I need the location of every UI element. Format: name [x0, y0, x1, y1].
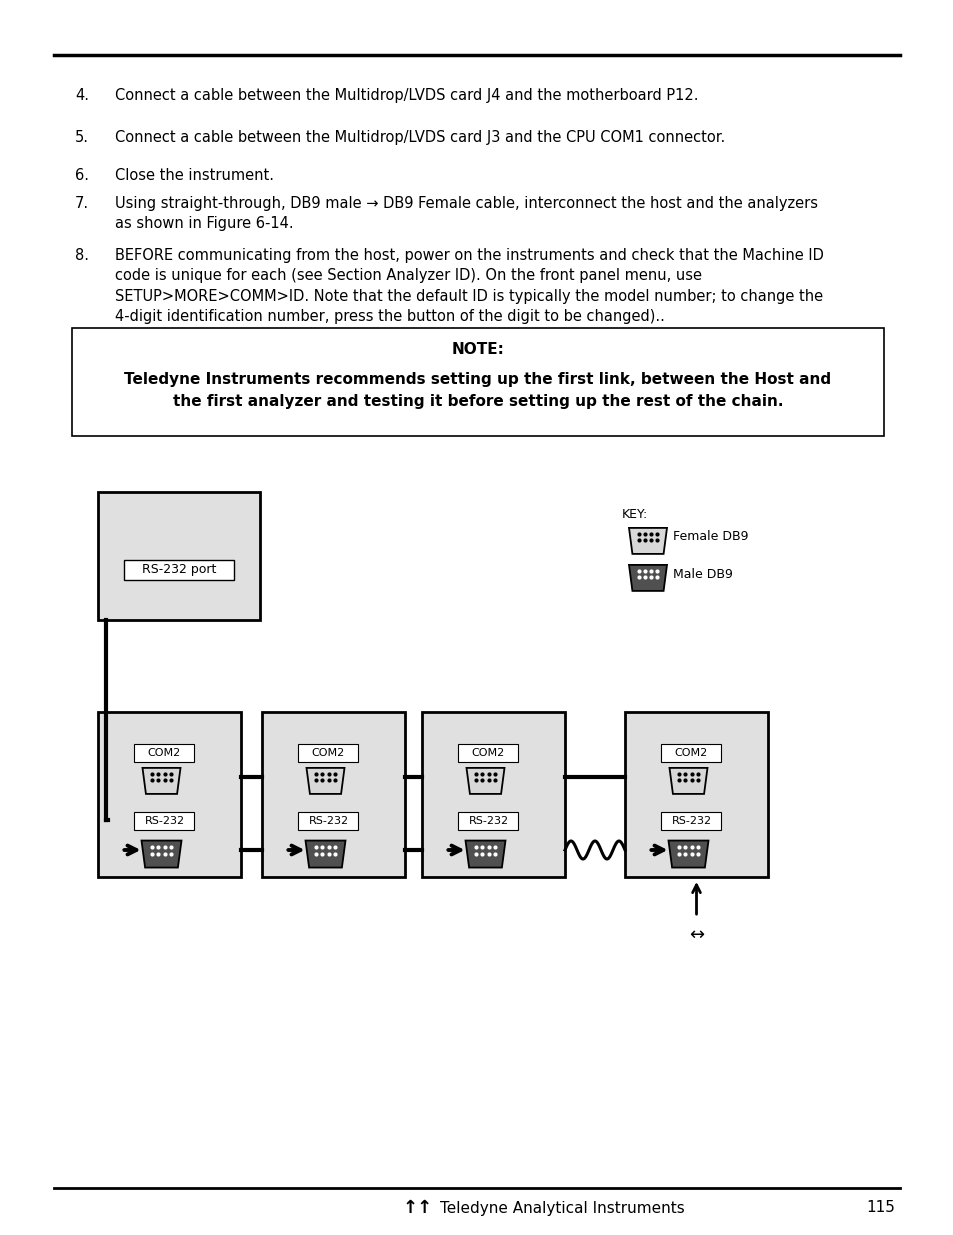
Bar: [298, 743, 358, 762]
Text: 4.: 4.: [75, 88, 89, 103]
Text: 7.: 7.: [75, 196, 89, 211]
Bar: [298, 811, 358, 830]
Polygon shape: [668, 841, 708, 867]
Bar: [71, 329, 883, 436]
Text: RS-232: RS-232: [671, 816, 711, 826]
Text: Teledyne Instruments recommends setting up the first link, between the Host and
: Teledyne Instruments recommends setting …: [124, 372, 831, 409]
Bar: [660, 743, 720, 762]
Bar: [134, 743, 194, 762]
Text: KEY:: KEY:: [621, 508, 648, 521]
Text: 8.: 8.: [75, 248, 89, 263]
Text: 5.: 5.: [75, 130, 89, 144]
Text: Close the instrument.: Close the instrument.: [115, 168, 274, 183]
Text: RS-232: RS-232: [144, 816, 184, 826]
Polygon shape: [465, 841, 505, 867]
Bar: [134, 811, 194, 830]
Text: Connect a cable between the Multidrop/LVDS card J4 and the motherboard P12.: Connect a cable between the Multidrop/LV…: [115, 88, 698, 103]
Text: RS-232 port: RS-232 port: [142, 563, 216, 577]
Text: Male DB9: Male DB9: [672, 568, 732, 580]
Bar: [98, 492, 260, 620]
Bar: [624, 713, 767, 877]
Text: RS-232: RS-232: [468, 816, 508, 826]
Polygon shape: [466, 768, 504, 794]
Polygon shape: [669, 768, 707, 794]
Text: ↔: ↔: [688, 926, 703, 944]
Bar: [660, 811, 720, 830]
Text: Female DB9: Female DB9: [672, 531, 748, 543]
Text: Connect a cable between the Multidrop/LVDS card J3 and the CPU COM1 connector.: Connect a cable between the Multidrop/LV…: [115, 130, 724, 144]
Polygon shape: [628, 564, 666, 590]
Polygon shape: [141, 841, 181, 867]
Polygon shape: [306, 768, 344, 794]
Text: Teledyne Analytical Instruments: Teledyne Analytical Instruments: [439, 1200, 684, 1215]
Text: RS-232: RS-232: [308, 816, 348, 826]
Text: BEFORE communicating from the host, power on the instruments and check that the : BEFORE communicating from the host, powe…: [115, 248, 823, 325]
Text: COM2: COM2: [148, 748, 181, 758]
Text: Using straight-through, DB9 male → DB9 Female cable, interconnect the host and t: Using straight-through, DB9 male → DB9 F…: [115, 196, 817, 231]
Text: COM2: COM2: [674, 748, 707, 758]
Polygon shape: [142, 768, 180, 794]
Text: COM2: COM2: [472, 748, 504, 758]
Text: 6.: 6.: [75, 168, 89, 183]
Bar: [262, 713, 405, 877]
Text: NOTE:: NOTE:: [451, 342, 504, 357]
Text: COM2: COM2: [312, 748, 345, 758]
Bar: [458, 743, 518, 762]
Bar: [124, 559, 233, 580]
Polygon shape: [305, 841, 345, 867]
Bar: [458, 811, 518, 830]
Text: 115: 115: [865, 1200, 894, 1215]
Text: ↑↑: ↑↑: [402, 1199, 433, 1216]
Bar: [98, 713, 241, 877]
Polygon shape: [628, 527, 666, 555]
Bar: [421, 713, 564, 877]
